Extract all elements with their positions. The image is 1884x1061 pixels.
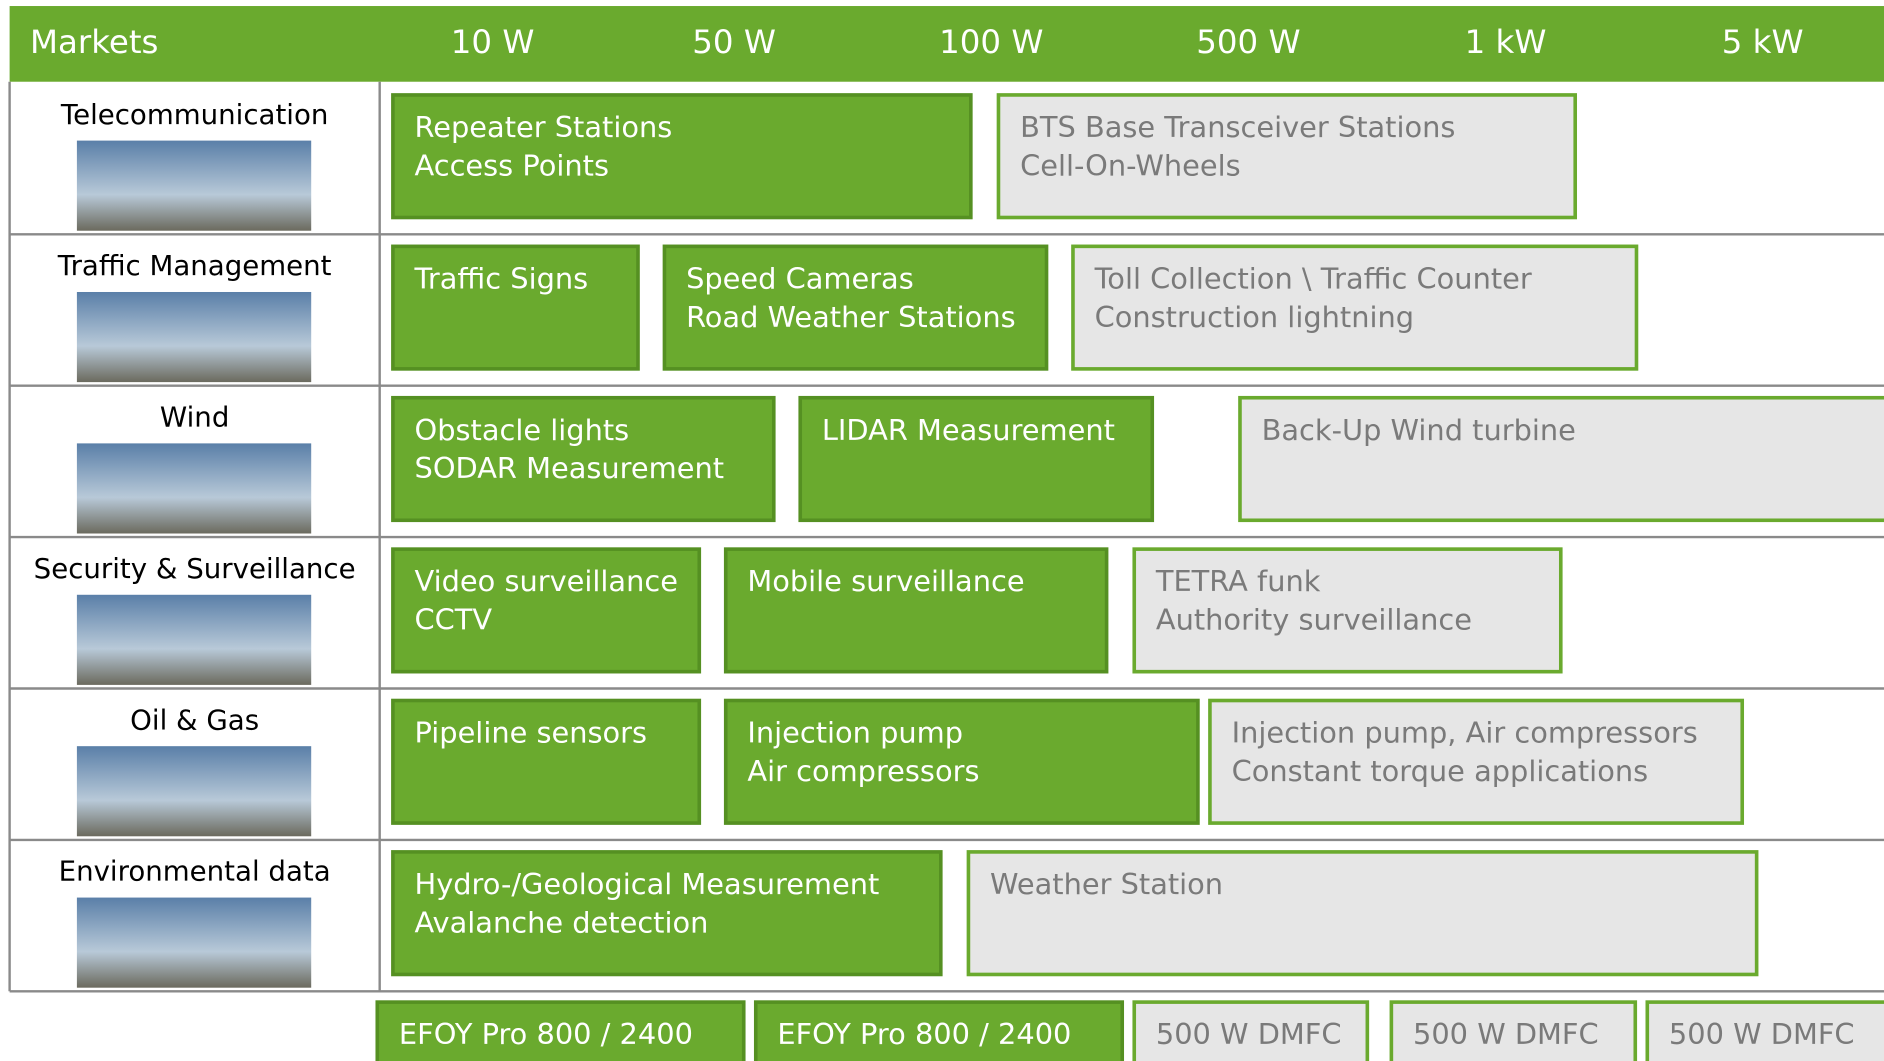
- market-image: [76, 897, 312, 988]
- application-text: Speed Cameras: [686, 261, 914, 295]
- application-box: [391, 93, 973, 220]
- market-name: Oil & Gas: [130, 703, 259, 736]
- application-text: Air compressors: [747, 754, 979, 788]
- market-name: Telecommunication: [60, 98, 328, 131]
- power-level: 5 kW: [1722, 23, 1804, 61]
- application-box: [798, 395, 1155, 523]
- product-box: [1132, 1000, 1370, 1061]
- application-text: Pipeline sensors: [415, 716, 648, 750]
- market-name: Wind: [160, 401, 229, 434]
- application-box: [1208, 698, 1745, 825]
- power-level: 100 W: [939, 23, 1043, 61]
- application-text: Constant torque applications: [1232, 754, 1649, 788]
- application-text: TETRA funk: [1155, 564, 1321, 598]
- application-text: SODAR Measurement: [415, 451, 725, 485]
- application-text: Authority surveillance: [1156, 603, 1472, 637]
- application-text: Repeater Stations: [415, 110, 673, 144]
- product-label: 500 W DMFC: [1156, 1017, 1342, 1051]
- application-text: Hydro-/Geological Measurement: [415, 867, 880, 901]
- product-label: EFOY Pro 800 / 2400: [777, 1017, 1071, 1051]
- application-text: LIDAR Measurement: [822, 413, 1115, 447]
- market-image: [76, 291, 312, 383]
- product-box: [375, 1000, 746, 1061]
- application-text: CCTV: [415, 603, 493, 637]
- application-box: [996, 93, 1578, 220]
- application-box: [391, 547, 702, 674]
- product-label: EFOY Pro 800 / 2400: [399, 1017, 693, 1051]
- market-image: [76, 443, 312, 534]
- application-text: Injection pump: [747, 716, 963, 750]
- application-box: [391, 850, 943, 977]
- market-image: [76, 140, 312, 231]
- application-text: Obstacle lights: [415, 413, 630, 447]
- header-title: Markets: [30, 23, 158, 61]
- application-text: Weather Station: [990, 867, 1223, 901]
- market-image: [76, 594, 312, 685]
- application-box: [1132, 547, 1563, 674]
- product-box: [1645, 1000, 1884, 1061]
- application-text: Mobile surveillance: [747, 564, 1024, 598]
- application-text: Access Points: [415, 148, 609, 182]
- power-level: 50 W: [692, 23, 776, 61]
- application-text: BTS Base Transceiver Stations: [1020, 110, 1455, 144]
- application-box: [723, 698, 1200, 825]
- market-image: [76, 746, 312, 837]
- application-box: [723, 547, 1109, 674]
- application-text: Back-Up Wind turbine: [1262, 413, 1576, 447]
- application-text: Construction lightning: [1095, 300, 1414, 334]
- application-box: [1238, 395, 1884, 523]
- application-text: Cell-On-Wheels: [1020, 148, 1241, 182]
- application-text: Traffic Signs: [414, 261, 589, 295]
- product-box: [753, 1000, 1125, 1061]
- application-box: [1071, 244, 1639, 371]
- application-box: [391, 698, 702, 825]
- market-name: Traffic Management: [57, 249, 332, 282]
- application-text: Avalanche detection: [415, 905, 709, 939]
- product-label: 500 W DMFC: [1669, 1017, 1855, 1051]
- application-box: [391, 244, 640, 371]
- application-text: Video surveillance: [415, 564, 678, 598]
- product-box: [1389, 1000, 1638, 1061]
- application-text: Road Weather Stations: [686, 300, 1016, 334]
- application-text: Injection pump, Air compressors: [1232, 716, 1698, 750]
- application-box: [391, 395, 776, 523]
- header-bar: [9, 6, 1884, 82]
- market-name: Security & Surveillance: [34, 552, 356, 585]
- market-name: Environmental data: [59, 855, 331, 888]
- application-box: [662, 244, 1049, 371]
- application-box: [966, 850, 1759, 977]
- power-level: 1 kW: [1465, 23, 1547, 61]
- power-level: 500 W: [1196, 23, 1300, 61]
- product-label: 500 W DMFC: [1413, 1017, 1599, 1051]
- power-level: 10 W: [451, 23, 535, 61]
- application-text: Toll Collection \ Traffic Counter: [1094, 261, 1532, 295]
